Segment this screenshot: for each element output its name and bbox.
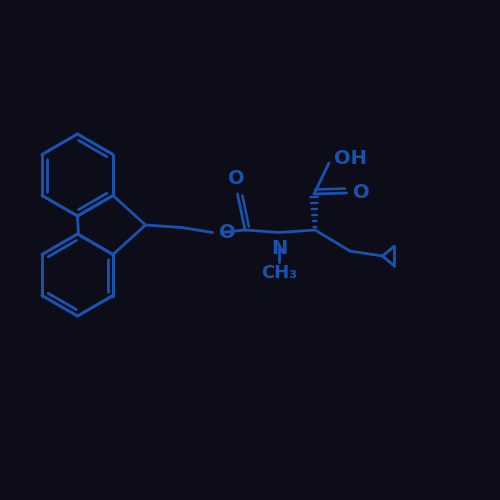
Text: O: O [352,184,369,203]
Text: N: N [272,240,287,258]
Text: O: O [219,223,236,242]
Text: O: O [228,169,245,188]
Text: OH: OH [334,150,367,169]
Text: CH₃: CH₃ [261,264,297,282]
